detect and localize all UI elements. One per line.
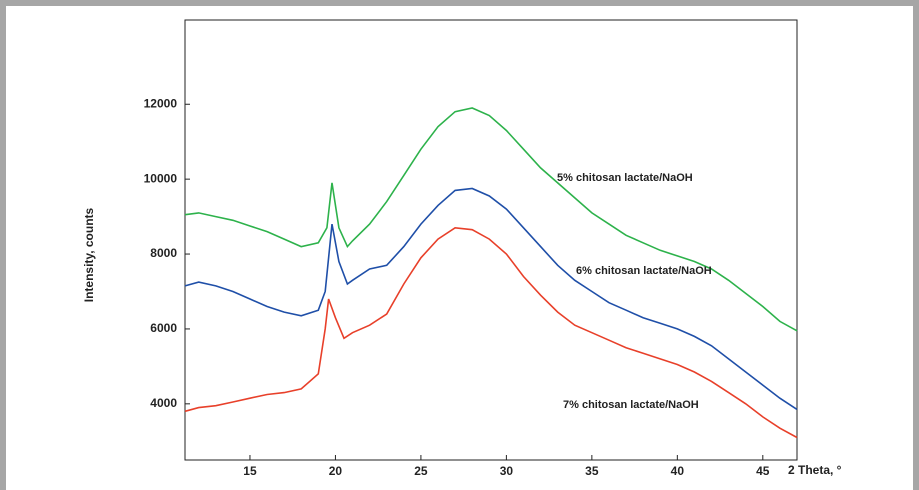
- x-tick-label: 30: [500, 464, 514, 478]
- page-border: [0, 0, 6, 490]
- page-border: [913, 0, 919, 490]
- y-tick-label: 8000: [150, 246, 177, 260]
- y-tick-label: 10000: [144, 171, 178, 185]
- x-tick-label: 45: [756, 464, 770, 478]
- data-line: [184, 226, 798, 439]
- y-tick-label: 6000: [150, 321, 177, 335]
- x-tick-label: 15: [243, 464, 257, 478]
- data-line: [184, 187, 798, 411]
- y-tick-label: 12000: [144, 96, 178, 110]
- plot-frame: [184, 19, 798, 461]
- x-tick-label: 25: [414, 464, 428, 478]
- x-tick-label: 40: [671, 464, 685, 478]
- x-tick-label: 35: [585, 464, 599, 478]
- x-axis-title: 2 Theta, °: [788, 463, 842, 477]
- series-label: 5% chitosan lactate/NaOH: [557, 172, 693, 184]
- series-label: 7% chitosan lactate/NaOH: [563, 399, 699, 411]
- x-tick-label: 20: [329, 464, 343, 478]
- series-label: 6% chitosan lactate/NaOH: [576, 265, 712, 277]
- y-axis-title: Intensity, counts: [82, 207, 96, 302]
- data-line: [184, 107, 798, 332]
- page-border: [0, 0, 919, 6]
- y-tick-label: 4000: [150, 396, 177, 410]
